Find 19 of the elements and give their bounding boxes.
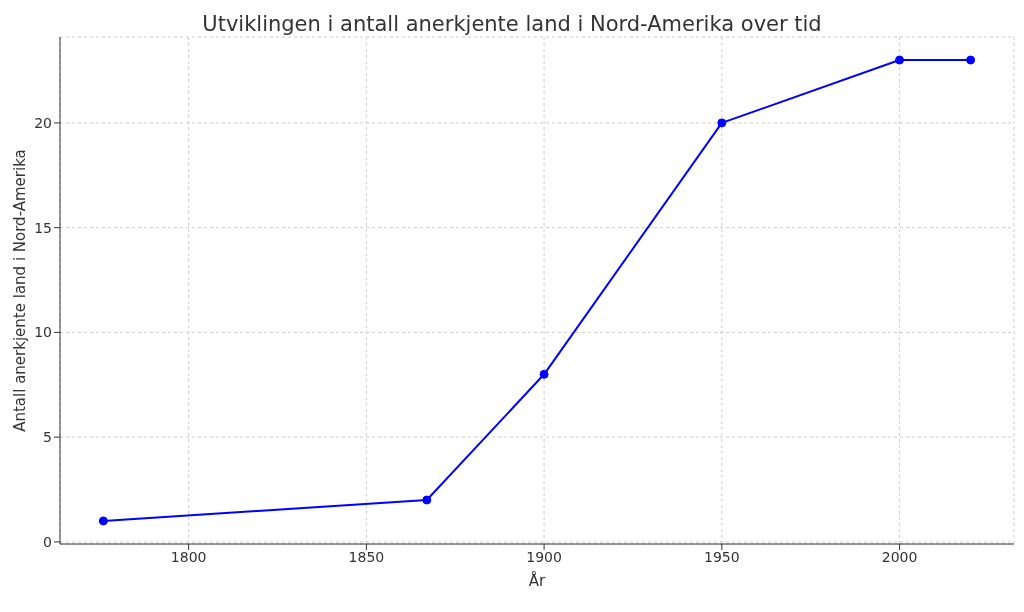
chart-title: Utviklingen i antall anerkjente land i Nord-Amerika over tid: [201, 12, 823, 36]
y-tick-label: 15: [34, 219, 52, 236]
y-tick-label: 0: [43, 533, 52, 550]
x-tick-label: 1800: [170, 548, 207, 565]
y-tick-label: 10: [34, 324, 52, 341]
point: [422, 495, 432, 505]
x-axis-title: År: [528, 571, 547, 590]
point: [895, 55, 905, 65]
y-tick-label: 5: [43, 429, 52, 446]
x-tick-label: 1850: [348, 548, 385, 565]
point: [98, 516, 108, 526]
point: [717, 118, 727, 128]
x-tick-label: 1900: [526, 548, 562, 565]
point: [539, 369, 549, 379]
point: [966, 55, 976, 65]
x-tick-label: 1950: [704, 548, 740, 565]
y-tick-label: 20: [34, 114, 52, 131]
y-axis-title: Antall anerkjente land i Nord-Amerika: [11, 149, 30, 432]
x-tick-label: 2000: [881, 548, 918, 565]
